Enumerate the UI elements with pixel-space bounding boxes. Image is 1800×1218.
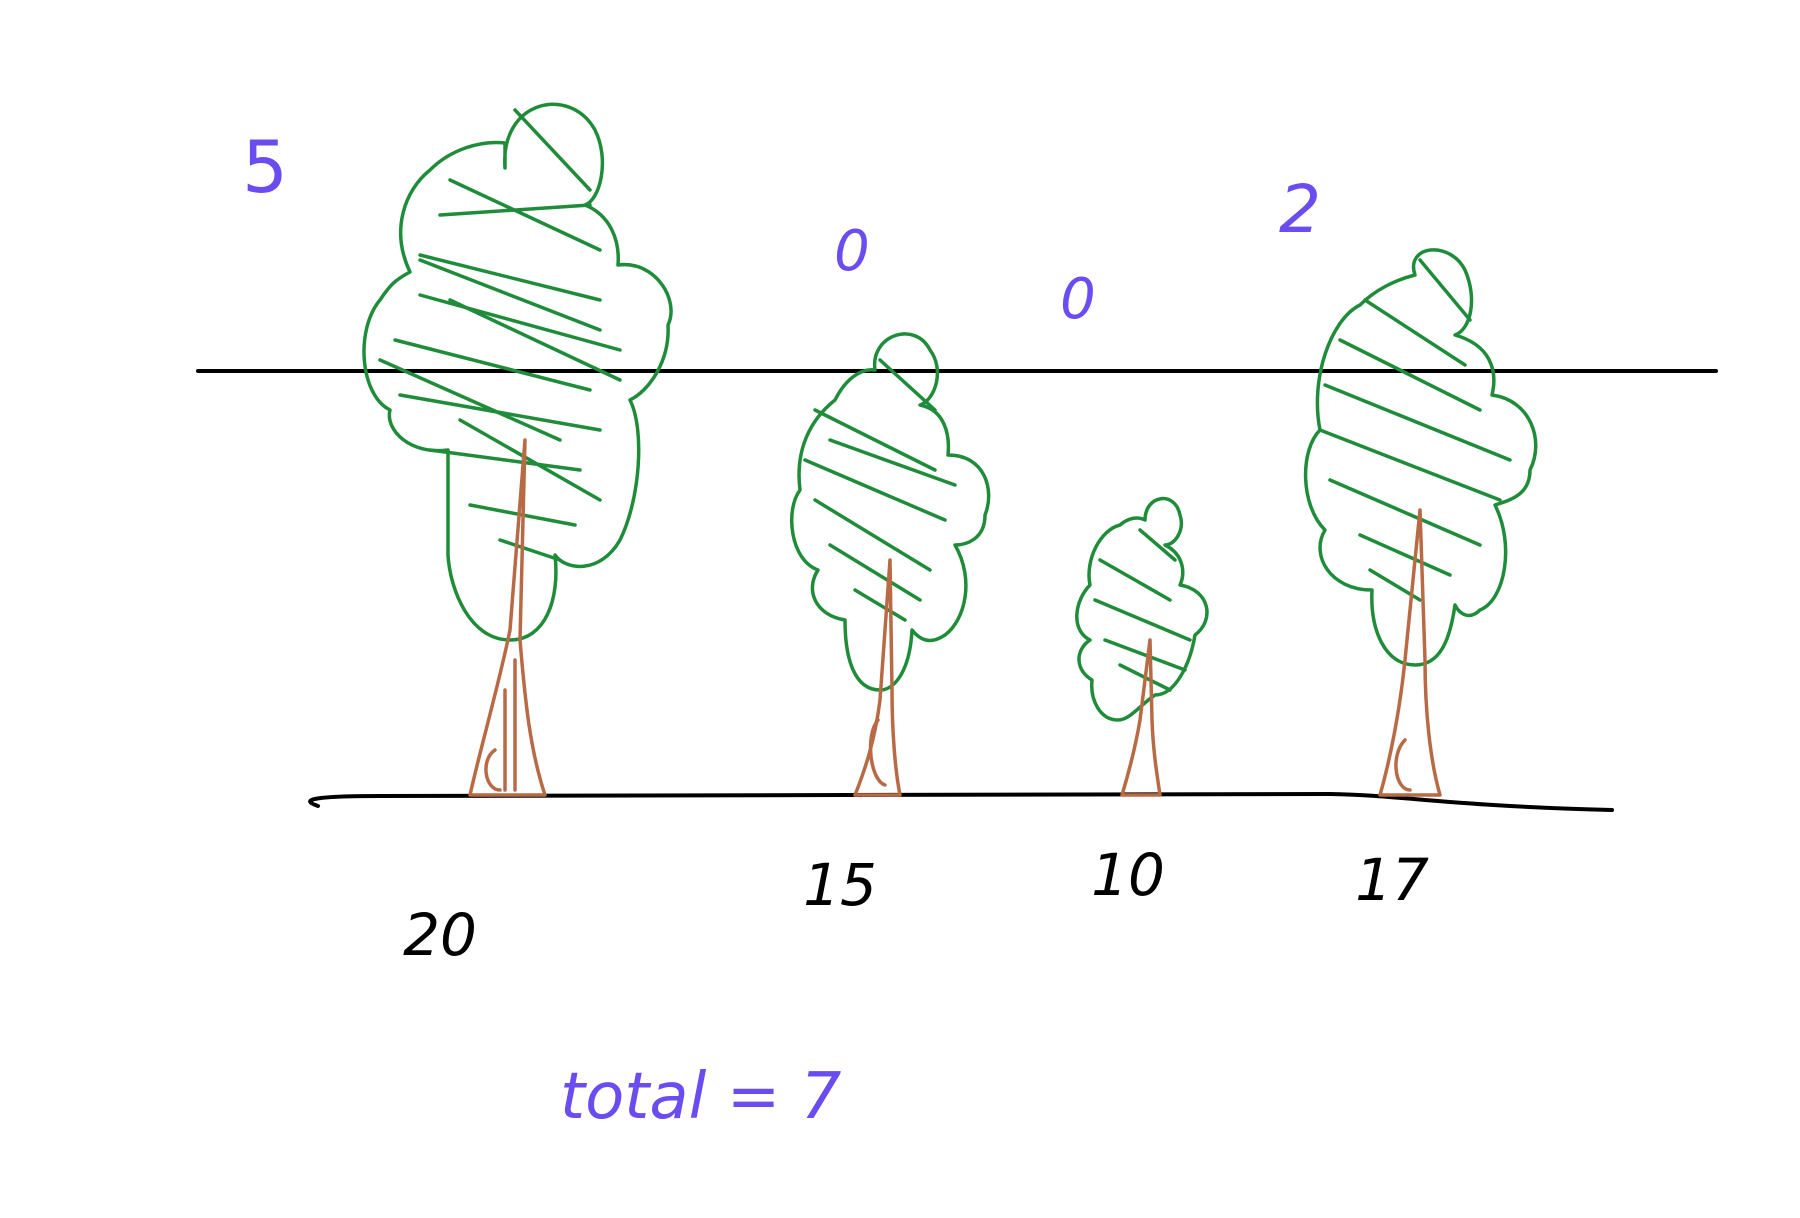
tree-4-height-label: 17 (1355, 846, 1429, 914)
tree-4-cut-label: 2 (1279, 171, 1321, 248)
tree-3-foliage (1075, 496, 1209, 722)
tree-1-height-label: 20 (403, 901, 477, 969)
tree-4 (1303, 248, 1538, 797)
tree-2-trunk (853, 558, 902, 797)
tree-2-height-label: 15 (803, 851, 877, 919)
tree-3-height-label: 10 (1091, 841, 1165, 909)
tree-2-cut-label: 0 (834, 219, 870, 284)
tree-1-cut-label: 5 (242, 125, 288, 209)
tree-2 (789, 332, 991, 797)
tree-4-trunk (1378, 508, 1442, 797)
tree-3-trunk (1120, 638, 1162, 797)
tree-3 (1075, 496, 1209, 797)
tree-1-foliage (362, 102, 673, 642)
tree-2-foliage (789, 332, 991, 692)
total-label: total = 7 (560, 1060, 842, 1134)
tree-1-trunk (468, 438, 547, 797)
tree-3-cut-label: 0 (1060, 267, 1096, 332)
ground-line (308, 791, 1614, 812)
tree-4-foliage (1303, 248, 1538, 667)
tree-1 (362, 102, 673, 797)
